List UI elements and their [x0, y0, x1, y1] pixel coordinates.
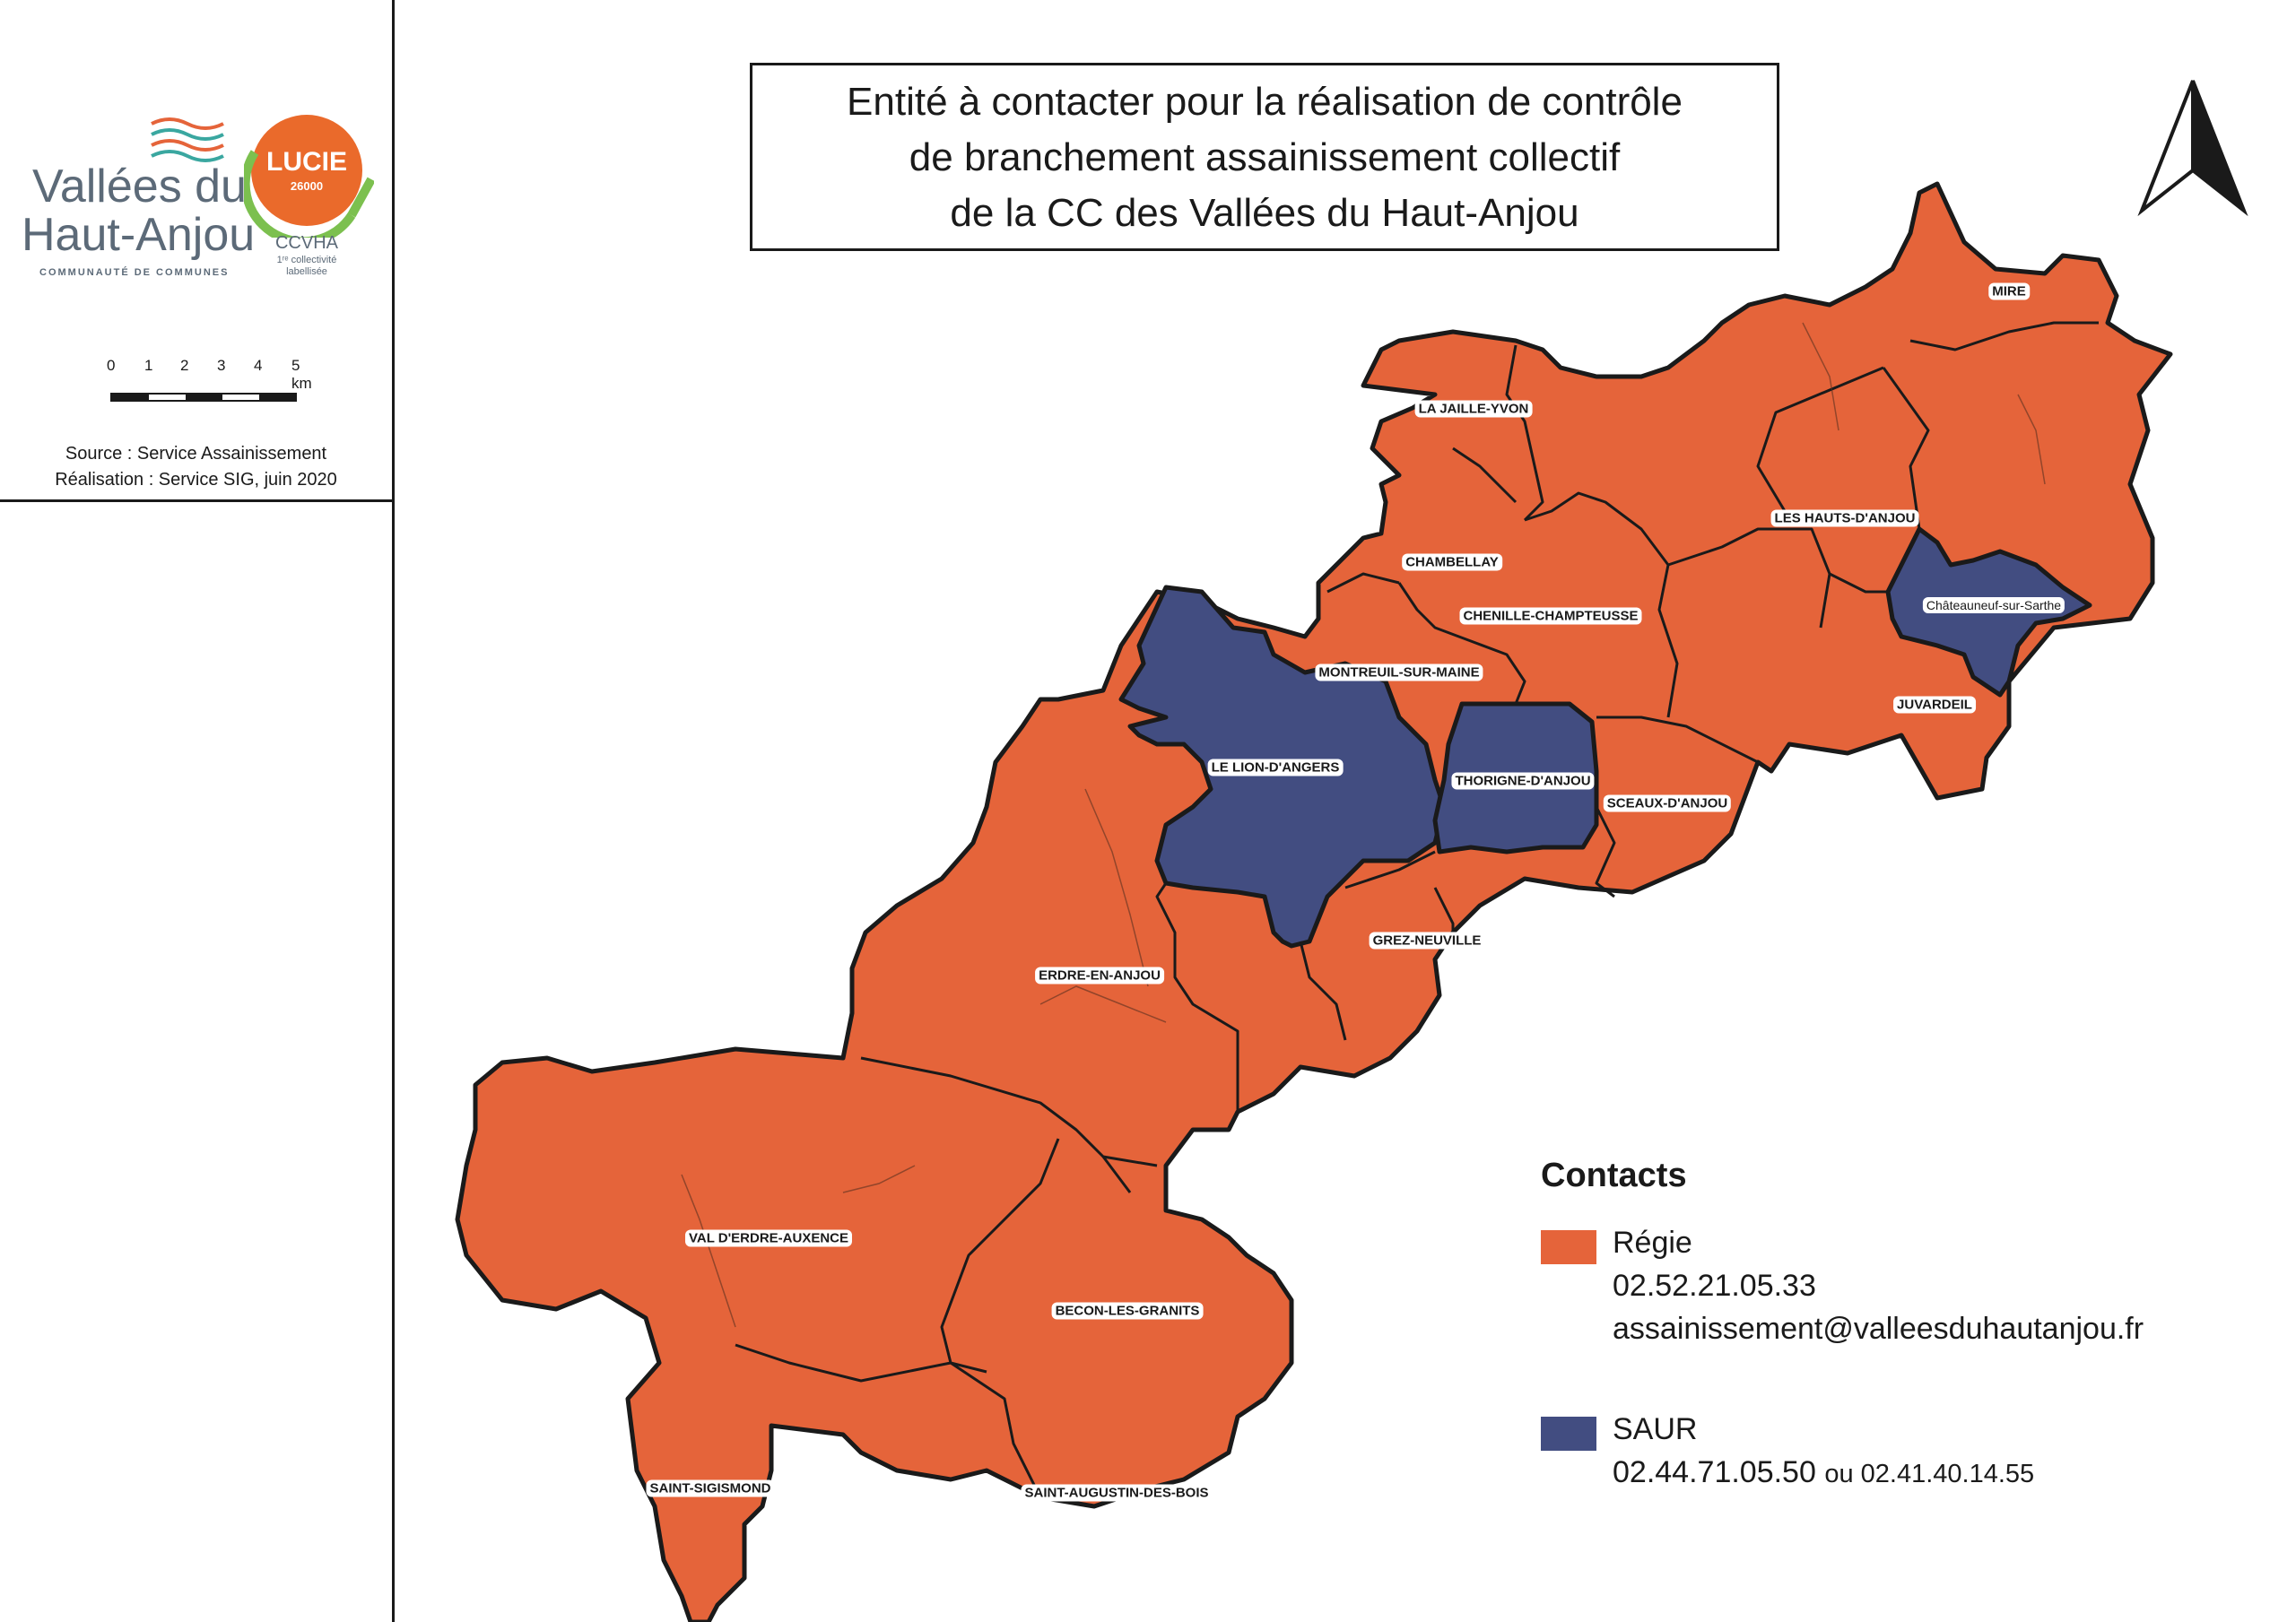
regie-label: Régie	[1613, 1226, 1692, 1260]
commune-label: LA JAILLE-YVON	[1414, 400, 1533, 418]
commune-label: JUVARDEIL	[1893, 696, 1976, 714]
commune-label: SAINT-SIGISMOND	[646, 1479, 775, 1497]
scale-tick-3: 3	[217, 357, 226, 374]
legend-saur-text: SAUR 02.44.71.05.50 ou 02.41.40.14.55	[1613, 1408, 2034, 1496]
scale-tick-2: 2	[180, 357, 189, 374]
commune-label: VAL D'ERDRE-AUXENCE	[684, 1229, 853, 1247]
lucie-ring-icon	[244, 150, 374, 238]
commune-label: MONTREUIL-SUR-MAINE	[1315, 664, 1483, 681]
commune-label: Châteauneuf-sur-Sarthe	[1922, 597, 2066, 613]
regie-phone: 02.52.21.05.33	[1613, 1269, 1816, 1303]
scale-bar-graphic	[110, 393, 297, 402]
logo-name-line3: COMMUNAUTÉ DE COMMUNES	[39, 267, 230, 278]
legend-swatch-saur	[1541, 1417, 1596, 1451]
regie-email: assainissement@valleesduhautanjou.fr	[1613, 1312, 2144, 1346]
north-arrow-icon	[2137, 80, 2248, 217]
saur-phone: 02.44.71.05.50	[1613, 1455, 1816, 1489]
commune-label: BECON-LES-GRANITS	[1051, 1302, 1204, 1320]
logo-name-line1: Vallées du	[32, 160, 247, 213]
source-credits: Source : Service Assainissement Réalisat…	[0, 441, 392, 493]
commune-label: SCEAUX-D'ANJOU	[1603, 794, 1732, 812]
lucie-number: 26000	[290, 179, 324, 193]
scale-bar: 0 1 2 3 4 5 km	[103, 357, 318, 411]
realisation-line: Réalisation : Service SIG, juin 2020	[55, 470, 337, 490]
logo-name-line2: Haut-Anjou	[22, 209, 256, 261]
lucie-word: LUCIE	[266, 147, 347, 177]
legend-regie-text: Régie 02.52.21.05.33 assainissement@vall…	[1613, 1221, 2144, 1350]
commune-label: LES HAUTS-D'ANJOU	[1770, 509, 1919, 527]
vha-logo: Vallées du Haut-Anjou COMMUNAUTÉ DE COMM…	[22, 108, 255, 287]
commune-label: CHENILLE-CHAMPTEUSSE	[1459, 607, 1642, 625]
ccvha-label: CCVHA	[274, 233, 338, 253]
legend: Contacts Régie 02.52.21.05.33 assainisse…	[1541, 1157, 2240, 1497]
map-title: Entité à contacter pour la réalisation d…	[750, 63, 1779, 251]
scale-tick-1: 1	[144, 357, 153, 374]
legend-swatch-regie	[1541, 1230, 1596, 1264]
lucie-circle-icon	[251, 115, 362, 226]
lucie-logo: LUCIE 26000 CCVHA 1ʳᵉ collectivité label…	[244, 115, 374, 285]
scale-tick-0: 0	[107, 357, 116, 374]
info-panel: Vallées du Haut-Anjou COMMUNAUTÉ DE COMM…	[0, 0, 395, 1622]
source-line: Source : Service Assainissement	[65, 444, 327, 464]
saur-label: SAUR	[1613, 1412, 1698, 1446]
title-line-3: de la CC des Vallées du Haut-Anjou	[950, 191, 1579, 235]
ccvha-sublabel: 1ʳᵉ collectivité labellisée	[276, 255, 337, 277]
scale-tick-5: 5 km	[291, 357, 312, 392]
waves-logo-icon	[151, 117, 224, 162]
title-line-2: de branchement assainissement collectif	[909, 135, 1621, 179]
logo-panel: Vallées du Haut-Anjou COMMUNAUTÉ DE COMM…	[0, 0, 392, 502]
commune-label: ERDRE-EN-ANJOU	[1035, 967, 1164, 984]
commune-label: GREZ-NEUVILLE	[1369, 932, 1485, 950]
commune-label: SAINT-AUGUSTIN-DES-BOIS	[1021, 1484, 1213, 1502]
commune-label: LE LION-D'ANGERS	[1207, 759, 1344, 776]
title-line-1: Entité à contacter pour la réalisation d…	[847, 80, 1683, 124]
legend-title: Contacts	[1541, 1157, 1687, 1194]
commune-label: MIRE	[1988, 282, 2030, 300]
commune-label: CHAMBELLAY	[1402, 553, 1502, 571]
saur-phone-alt: ou 02.41.40.14.55	[1824, 1460, 2035, 1488]
commune-label: THORIGNE-D'ANJOU	[1451, 772, 1595, 790]
scale-tick-4: 4	[254, 357, 263, 374]
